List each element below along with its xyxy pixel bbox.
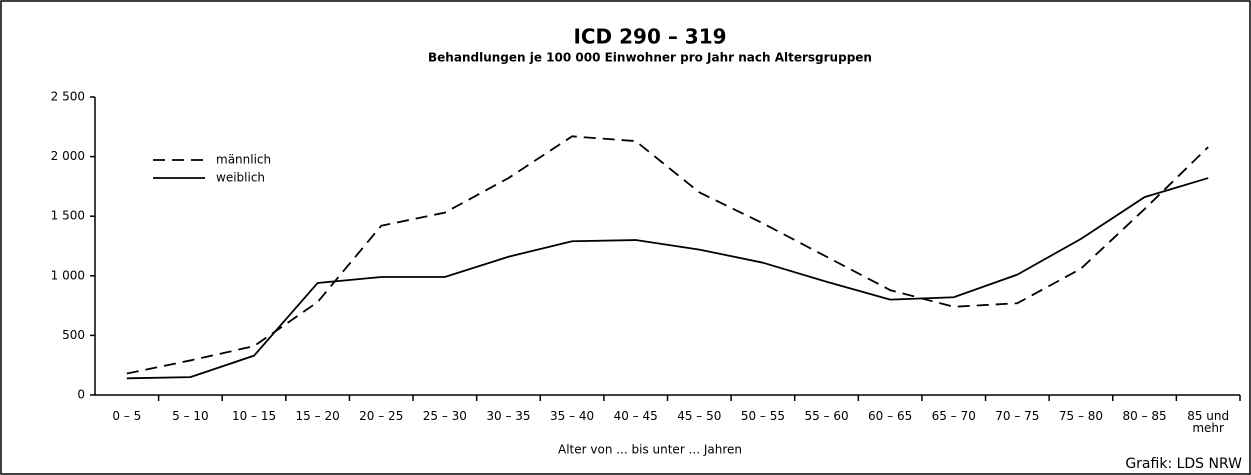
chart-title: ICD 290 – 319	[573, 25, 726, 49]
x-tick-label: 50 – 55	[740, 409, 785, 423]
x-tick-label: 10 – 15	[231, 409, 277, 423]
x-tick-label: 65 – 70	[931, 409, 976, 423]
x-tick-label: 25 – 30	[422, 409, 467, 423]
x-tick-label: 35 – 40	[549, 409, 595, 423]
x-tick-label: 80 – 85	[1122, 409, 1167, 423]
x-tick-label: 5 – 10	[172, 409, 209, 423]
x-tick-label: 20 – 25	[359, 409, 404, 423]
y-tick-label: 1 000	[51, 268, 85, 282]
line-series	[126, 177, 1209, 380]
x-tick-label: 30 – 35	[486, 409, 531, 423]
legend-label: männlich	[216, 153, 271, 167]
line-series	[126, 135, 1209, 375]
x-tick-label: 15 – 20	[295, 409, 340, 423]
x-tick-label: 40 – 45	[613, 409, 658, 423]
x-tick-label: 75 – 80	[1058, 409, 1104, 423]
y-tick-label: 500	[62, 328, 85, 342]
y-tick-label: 1 500	[51, 209, 85, 223]
y-tick-label: 2 000	[51, 149, 85, 163]
x-tick-label: 70 – 75	[995, 409, 1040, 423]
x-tick-label: 85 und mehr	[1187, 409, 1230, 435]
x-tick-label: 55 – 60	[804, 409, 849, 423]
source: Grafik: LDS NRW	[1125, 456, 1242, 472]
legend-label: weiblich	[216, 171, 265, 185]
x-tick-label: 0 – 5	[112, 409, 142, 423]
y-tick-label: 0	[77, 388, 85, 402]
y-tick-label: 2 500	[51, 90, 85, 104]
chart-subtitle: Behandlungen je 100 000 Einwohner pro Ja…	[428, 51, 872, 65]
x-tick-label: 60 – 65	[868, 409, 913, 423]
x-tick-label: 45 – 50	[677, 409, 722, 423]
x-axis-label: Alter von ... bis unter ... Jahren	[558, 443, 742, 457]
